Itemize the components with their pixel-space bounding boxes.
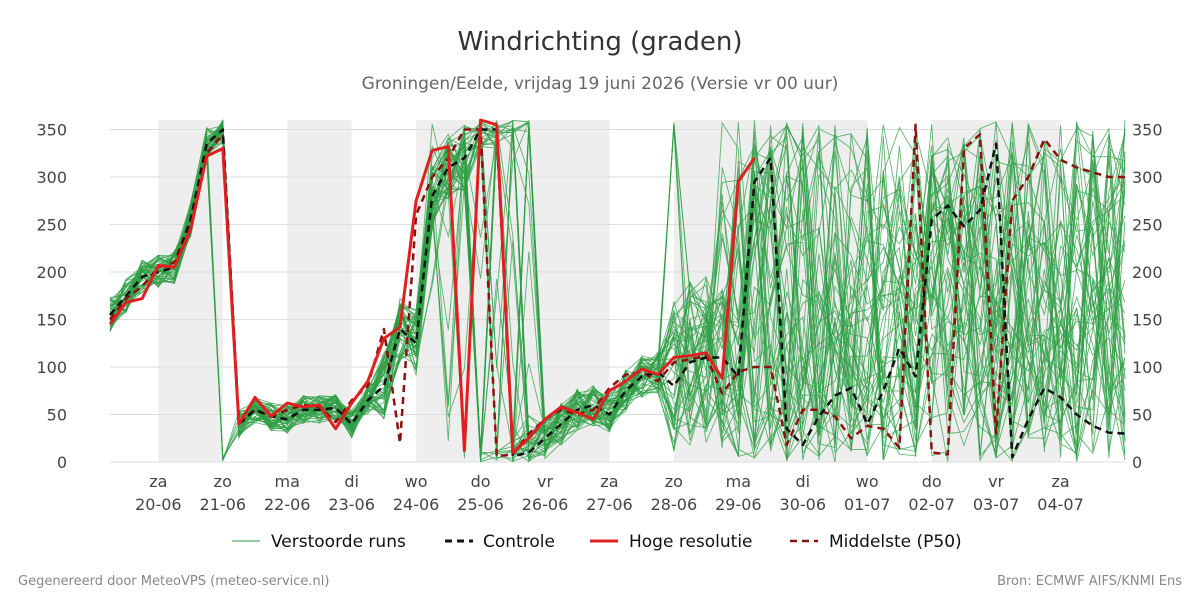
band-0: [158, 120, 223, 462]
ensemble-run-30: [109, 123, 1126, 459]
legend-label-median: Middelste (P50): [829, 532, 962, 552]
x-tick-day-11: wo: [856, 472, 879, 491]
x-tick-day-9: ma: [726, 472, 751, 491]
chart-title: Windrichting (graden): [457, 27, 742, 57]
x-tick-date-4: 24-06: [393, 495, 440, 514]
y-tick-right-50: 50: [1132, 406, 1152, 425]
y-tick-left-350: 350: [36, 121, 67, 140]
x-tick-date-1: 21-06: [200, 495, 247, 514]
footer-source: Bron: ECMWF AIFS/KNMI Ens: [997, 574, 1182, 589]
ensemble-run-45: [109, 126, 1126, 463]
x-tick-date-12: 02-07: [908, 495, 955, 514]
y-tick-right-200: 200: [1132, 263, 1163, 282]
x-tick-date-0: 20-06: [135, 495, 182, 514]
y-tick-left-0: 0: [57, 453, 67, 472]
y-tick-left-200: 200: [36, 263, 67, 282]
y-tick-right-0: 0: [1132, 453, 1142, 472]
series-hoge-resolutie: [108, 118, 756, 454]
x-tick-date-7: 27-06: [586, 495, 633, 514]
x-tick-day-3: di: [344, 472, 359, 491]
x-tick-day-7: za: [600, 472, 618, 491]
y-tick-left-100: 100: [36, 358, 67, 377]
y-ticks-left: 0 50 100 150 200 250 300 350: [36, 121, 67, 473]
y-tick-right-100: 100: [1132, 358, 1163, 377]
x-tick-day-8: zo: [665, 472, 683, 491]
y-tick-right-250: 250: [1132, 216, 1163, 235]
y-tick-right-350: 350: [1132, 121, 1163, 140]
x-tick-date-11: 01-07: [844, 495, 891, 514]
y-tick-right-150: 150: [1132, 311, 1163, 330]
legend-label-control: Controle: [483, 532, 555, 552]
y-tick-left-50: 50: [47, 406, 67, 425]
ensemble-run-41: [109, 119, 1126, 460]
x-tick-day-5: do: [471, 472, 491, 491]
x-tick-day-1: zo: [214, 472, 232, 491]
x-tick-day-2: ma: [275, 472, 300, 491]
x-tick-day-13: vr: [988, 472, 1004, 491]
legend-label-hires: Hoge resolutie: [629, 532, 753, 552]
x-tick-date-13: 03-07: [973, 495, 1020, 514]
ensemble-run-23: [109, 124, 1126, 463]
series-middelste-p50: [109, 123, 1125, 458]
legend: Verstoorde runs Controle Hoge resolutie …: [232, 532, 962, 552]
chart-subtitle: Groningen/Eelde, vrijdag 19 juni 2026 (V…: [362, 74, 839, 94]
y-tick-left-250: 250: [36, 216, 67, 235]
x-ticks: za 20-06 zo 21-06 ma 22-06 di 23-06 wo 24-06 do 25-…: [135, 472, 1084, 514]
x-tick-day-4: wo: [405, 472, 428, 491]
legend-label-runs: Verstoorde runs: [271, 532, 406, 552]
footer-generated-by: Gegenereerd door MeteoVPS (meteo-service…: [18, 574, 329, 589]
main-series: [108, 118, 1126, 459]
x-tick-date-5: 25-06: [457, 495, 504, 514]
x-tick-date-2: 22-06: [264, 495, 311, 514]
x-tick-date-3: 23-06: [328, 495, 375, 514]
y-tick-left-150: 150: [36, 311, 67, 330]
ensemble-run-49: [109, 120, 1126, 457]
y-ticks-right: 0 50 100 150 200 250 300 350: [1132, 121, 1163, 473]
y-tick-right-300: 300: [1132, 168, 1163, 187]
x-tick-date-8: 28-06: [651, 495, 698, 514]
series-controle: [109, 128, 1126, 459]
x-tick-date-6: 26-06: [522, 495, 569, 514]
ensemble-run-37: [109, 120, 1126, 462]
x-tick-date-9: 29-06: [715, 495, 762, 514]
ensemble-run-24: [109, 120, 1126, 461]
ensemble-run-46: [109, 121, 1126, 463]
x-tick-day-0: za: [149, 472, 167, 491]
x-tick-day-12: do: [922, 472, 942, 491]
x-tick-day-10: di: [795, 472, 810, 491]
x-tick-date-14: 04-07: [1037, 495, 1084, 514]
y-tick-left-300: 300: [36, 168, 67, 187]
x-tick-day-14: za: [1051, 472, 1069, 491]
x-tick-day-6: vr: [537, 472, 553, 491]
x-tick-date-10: 30-06: [780, 495, 827, 514]
